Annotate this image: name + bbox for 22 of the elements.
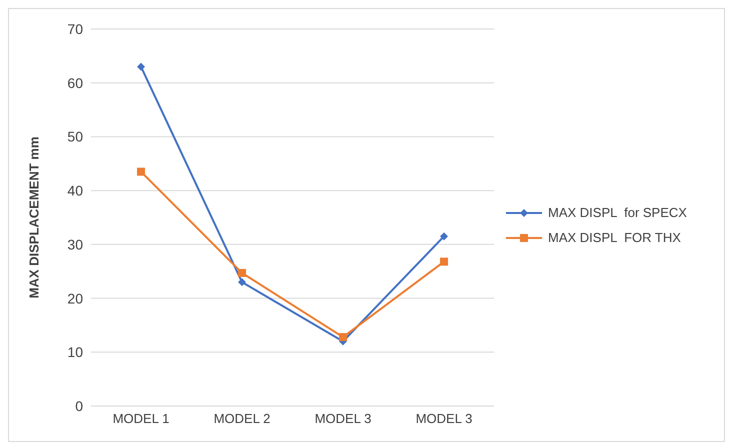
- point: [238, 268, 246, 277]
- point: [137, 168, 145, 176]
- x-tick-label: MODEL 1: [112, 411, 170, 426]
- x-tick-label: MODEL 3: [416, 411, 472, 426]
- point: [339, 333, 347, 342]
- y-tick-label: 30: [67, 236, 84, 252]
- point: [440, 258, 448, 266]
- y-tick-label: 40: [67, 182, 84, 199]
- legend-label: MAX DISPL FOR THX: [548, 230, 681, 245]
- y-tick-label: 10: [67, 344, 84, 360]
- y-tick-label: 70: [67, 20, 84, 37]
- point: [440, 232, 448, 240]
- legend-label: MAX DISPL for SPECX: [548, 205, 687, 220]
- y-tick-label: 20: [67, 290, 84, 306]
- y-tick-label: 60: [67, 74, 84, 91]
- y-tick-label: 50: [67, 128, 84, 145]
- x-tick-label: MODEL 2: [214, 411, 270, 426]
- point: [137, 62, 145, 71]
- point: [238, 278, 246, 286]
- x-tick-label: MODEL 3: [314, 411, 372, 426]
- y-tick-label: 0: [75, 398, 84, 414]
- y-axis-title: MAX DISPLACEMENT mm: [26, 136, 42, 298]
